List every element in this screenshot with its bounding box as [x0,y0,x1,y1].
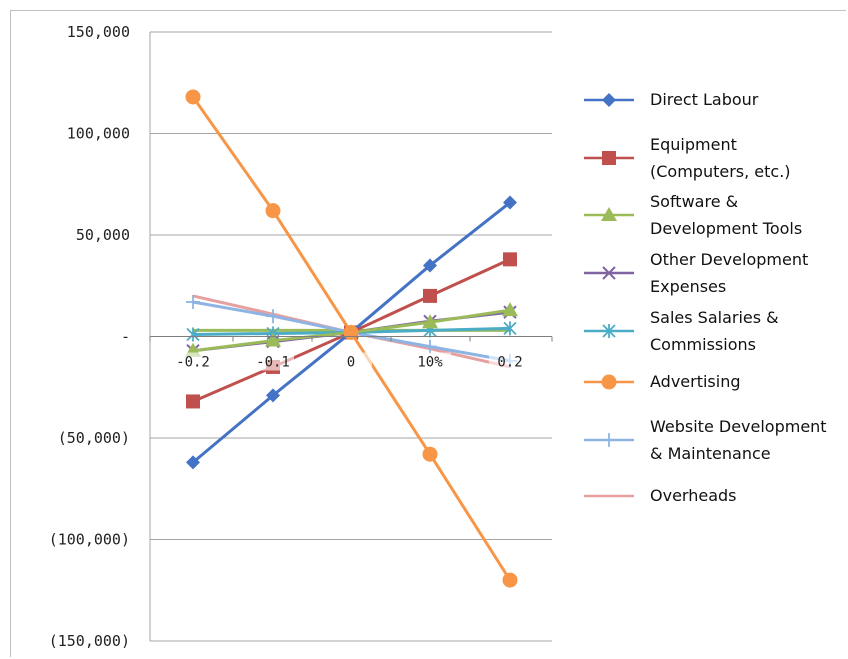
y-axis-tick-labels: 150,000 100,000 50,000 - (50,000) (100,000) (1… [49,23,130,650]
data-point [602,266,616,280]
data-point [265,203,281,219]
legend-item: Advertising [584,372,741,391]
data-point [266,309,280,324]
data-point [423,288,437,303]
legend-label: (Computers, etc.) [650,162,791,181]
x-tick-label-bg [172,352,214,371]
legend-item: Other Development Expenses [584,250,808,296]
data-point [602,93,616,107]
x-tick-label-bg [489,352,531,371]
data-point [602,151,616,165]
x-tick-label: 10% [417,355,443,371]
data-point [601,374,617,390]
chart-frame [10,10,846,657]
data-point [186,327,200,342]
legend-item: Equipment (Computers, etc.) [584,135,791,181]
legend-label: & Maintenance [650,444,771,463]
data-point [265,332,281,347]
data-point [422,314,438,329]
data-point [601,207,617,221]
legend: Direct Labour Equipment (Computers, etc.) S… [584,90,827,505]
legend-label: Website Development [650,417,827,436]
y-tick-label: (100,000) [49,531,130,549]
data-point [422,446,438,462]
legend-item: Software & Development Tools [584,192,802,238]
data-point [503,195,517,210]
legend-label: Software & [650,192,738,211]
marker-stroke [602,266,616,280]
y-tick-label: 150,000 [67,23,130,41]
x-tick-label-bg [409,352,451,371]
data-point [502,302,518,317]
x-tick-label: -0.2 [176,355,210,371]
legend-label: Expenses [650,277,726,296]
legend-item: Website Development & Maintenance [584,417,827,463]
x-tick-label-bg [330,352,372,371]
y-tick-label: (150,000) [49,632,130,650]
data-point [502,572,518,588]
y-tick-label: 50,000 [76,226,130,244]
legend-item: Sales Salaries & Commissions [584,308,779,354]
legend-item: Overheads [584,486,736,505]
y-tick-label: - [121,328,130,346]
data-point [186,394,200,409]
legend-label: Commissions [650,335,756,354]
data-point [266,388,280,403]
x-tick-label: 0.2 [497,355,522,371]
x-tick-label: 0 [347,355,355,371]
legend-label: Equipment [650,135,737,154]
y-tick-label: (50,000) [58,429,130,447]
data-point [602,433,616,447]
x-tick-label: -0.1 [256,355,290,371]
legend-item: Direct Labour [584,90,759,109]
data-point [186,455,200,470]
legend-label: Overheads [650,486,736,505]
x-tick-label-bg [252,352,294,371]
data-point [423,339,437,354]
y-tick-label: 100,000 [67,125,130,143]
x-axis: -0.2 -0.1 0 10% 0.2 [149,336,553,371]
legend-label: Development Tools [650,219,802,238]
data-point [503,321,517,336]
legend-label: Other Development [650,250,808,269]
data-point [503,252,517,267]
legend-label: Direct Labour [650,90,759,109]
legend-label: Advertising [650,372,741,391]
data-point [185,89,201,105]
series-circle [185,89,518,588]
data-point [186,294,200,309]
data-point [343,324,359,340]
data-point [423,258,437,273]
legend-label: Sales Salaries & [650,308,779,327]
series-lines [185,89,518,588]
data-point [602,324,616,338]
